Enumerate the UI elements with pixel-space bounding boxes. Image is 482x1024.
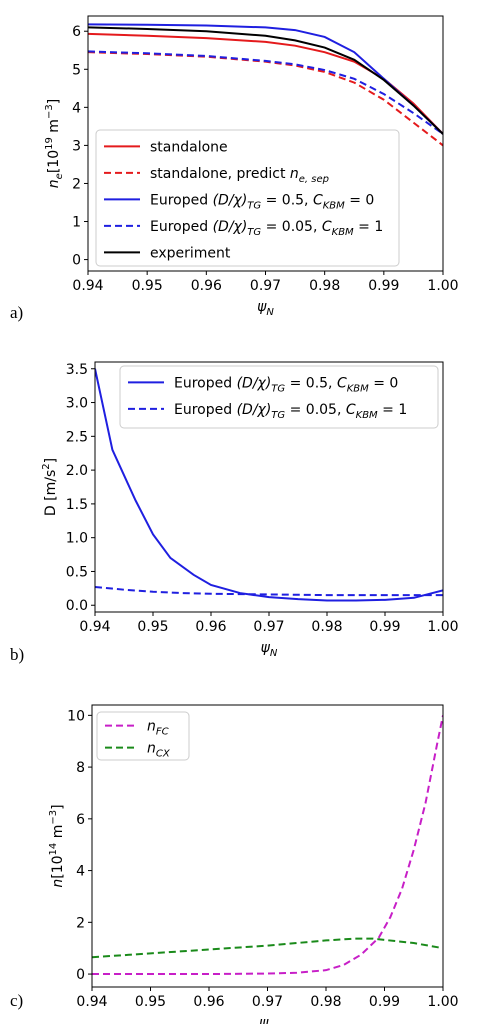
legend-entry: Europed (D/χ)TG = 0.5, CKBM = 0 [150, 192, 374, 211]
y-axis-label: ne[1019 m−3] [44, 99, 65, 188]
x-tick-label: 0.96 [193, 994, 224, 1010]
panel-b: 0.94 0.95 0.96 0.97 0.98 0.99 1.00 0.0 0.5 1.0 1.5… [10, 361, 459, 664]
x-tick-label: 0.98 [310, 994, 341, 1010]
y-tick-label: 3.0 [66, 396, 88, 412]
legend-entry: Europed (D/χ)TG = 0.05, CKBM = 1 [174, 402, 407, 421]
y-tick-label: 2.5 [66, 429, 88, 445]
panel-letter: b) [10, 645, 24, 664]
series-line-0 [95, 368, 443, 602]
y-tick-label: 8 [76, 760, 85, 776]
plot-area [92, 715, 443, 976]
plot-area [95, 368, 443, 602]
legend-entry: nCX [147, 741, 171, 760]
y-tick-label: 2.0 [66, 463, 88, 479]
panel-c: 0.94 0.95 0.96 0.97 0.98 0.99 1.00 0 2 4 6 8 10 ψN n[1… [10, 704, 459, 1024]
x-tick-label: 1.00 [427, 278, 458, 294]
x-tick-label: 0.99 [369, 619, 400, 635]
y-tick-label: 5 [72, 62, 81, 78]
y-tick-label: 0 [72, 253, 81, 269]
panel-letter: c) [10, 991, 23, 1010]
y-tick-label: 3 [72, 138, 81, 154]
y-axis-label: D [m/s2] [41, 458, 59, 516]
x-tick-label: 0.95 [135, 994, 166, 1010]
x-axis-label: ψN [257, 299, 274, 318]
x-tick-label: 0.97 [252, 994, 283, 1010]
legend-box [96, 711, 190, 761]
y-tick-label: 10 [67, 708, 85, 724]
legend: Europed (D/χ)TG = 0.5, CKBM = 0 Europed (… [119, 365, 439, 429]
legend-entry: experiment [150, 245, 231, 261]
x-tick-label: 0.99 [368, 278, 399, 294]
legend: nFC nCX [96, 711, 190, 761]
x-tick-label: 1.00 [427, 619, 458, 635]
y-tick-label: 1.5 [66, 497, 88, 513]
y-tick-label: 2 [72, 176, 81, 192]
x-tick-label: 0.98 [309, 278, 340, 294]
series-line-2 [88, 23, 443, 135]
x-tick-label: 0.99 [369, 994, 400, 1010]
x-tick-label: 1.00 [427, 994, 458, 1010]
series-line-0 [92, 715, 443, 976]
x-tick-label: 0.97 [250, 278, 281, 294]
y-tick-label: 6 [76, 812, 85, 828]
x-tick-label: 0.95 [137, 619, 168, 635]
y-axis-label: n[1014 m−3] [48, 804, 66, 887]
x-tick-label: 0.94 [72, 278, 103, 294]
y-tick-label: 6 [72, 24, 81, 40]
legend-entry: nFC [147, 719, 169, 738]
panel-letter: a) [10, 303, 23, 322]
x-tick-label: 0.95 [132, 278, 163, 294]
series-line-4 [88, 26, 443, 135]
legend-box [119, 365, 439, 429]
y-tick-label: 0 [76, 967, 85, 983]
x-tick-label: 0.96 [191, 278, 222, 294]
legend-entry: standalone [150, 139, 228, 155]
panel-a: 0.94 0.95 0.96 0.97 0.98 0.99 1.00 0 1 2 3 4 5 6 ψN ne[… [10, 15, 459, 322]
x-axis-label: ψN [261, 640, 278, 659]
plot-area [88, 23, 443, 147]
series-line-1 [92, 937, 443, 959]
y-tick-label: 1 [72, 215, 81, 231]
y-tick-label: 2 [76, 915, 85, 931]
y-tick-label: 0.5 [66, 564, 88, 580]
x-tick-label: 0.97 [253, 619, 284, 635]
y-tick-label: 4 [72, 100, 81, 116]
legend-box [95, 129, 400, 267]
y-tick-label: 1.0 [66, 531, 88, 547]
legend-entry: Europed (D/χ)TG = 0.5, CKBM = 0 [174, 375, 398, 394]
legend-entry: standalone, predict ne, sep [150, 166, 329, 185]
series-line-1 [95, 586, 443, 597]
y-tick-label: 4 [76, 864, 85, 880]
x-axis-label: ψN [259, 1015, 276, 1024]
y-tick-label: 0.0 [66, 598, 88, 614]
x-tick-label: 0.94 [79, 619, 110, 635]
legend: standalone standalone, predict ne, sep Eur… [95, 129, 400, 267]
x-tick-label: 0.96 [195, 619, 226, 635]
legend-entry: Europed (D/χ)TG = 0.05, CKBM = 1 [150, 219, 383, 238]
y-tick-label: 3.5 [66, 362, 88, 378]
series-line-3 [88, 50, 443, 135]
x-tick-label: 0.98 [311, 619, 342, 635]
x-tick-label: 0.94 [76, 994, 107, 1010]
